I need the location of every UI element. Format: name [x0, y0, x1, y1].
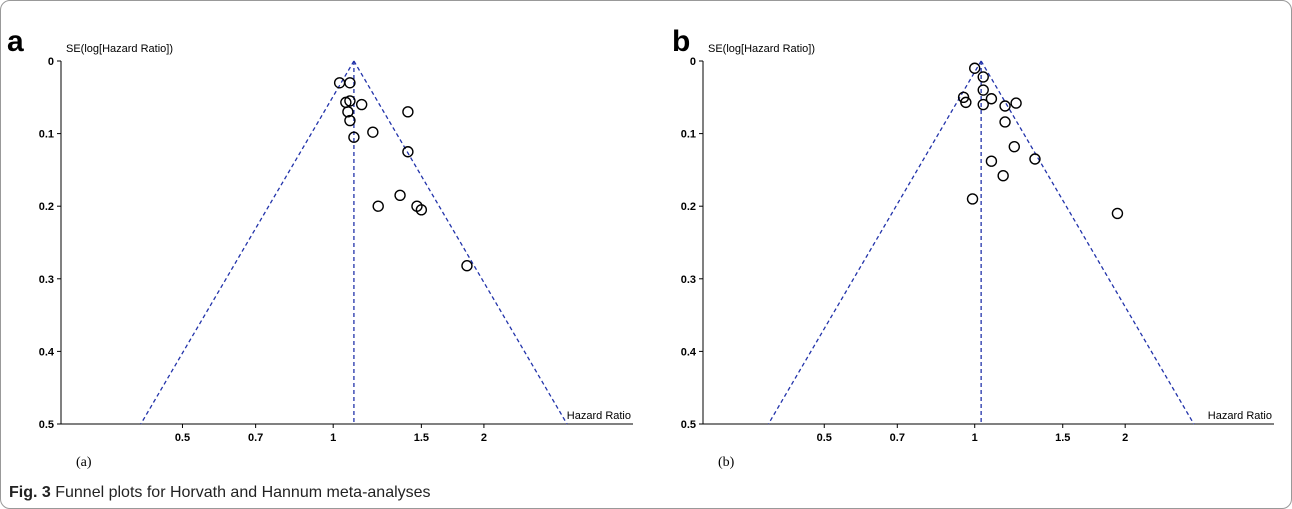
y-tick-label: 0: [690, 56, 696, 68]
panel-letter: b: [672, 25, 690, 58]
x-tick-label: 2: [1122, 432, 1128, 444]
study-point: [402, 106, 414, 118]
funnel-left-line: [767, 60, 982, 425]
study-point: [985, 155, 998, 167]
study-point: [355, 98, 368, 111]
y-tick-label: 0.2: [39, 201, 54, 213]
study-point: [1010, 97, 1022, 109]
study-point: [372, 200, 384, 212]
panel-b: b SE(log[Hazard Ratio]) Hazard Ratio 0 0.1 0.…: [672, 25, 1274, 470]
x-tick-label: 1.5: [1055, 432, 1070, 444]
study-point: [985, 93, 998, 105]
study-point: [342, 106, 354, 118]
y-tick-label: 0.1: [681, 129, 696, 141]
study-point: [999, 116, 1011, 128]
panel-a: a SE(log[Hazard Ratio]) Hazard Ratio 0 0.1 0.…: [7, 25, 633, 470]
study-point: [969, 62, 981, 74]
study-point: [1008, 140, 1020, 153]
panel-sublabel: (b): [718, 455, 735, 470]
study-point: [977, 84, 989, 96]
y-tick-label: 0.5: [681, 419, 696, 431]
x-tick-label: 1.5: [414, 432, 429, 444]
study-point: [997, 170, 1009, 182]
study-point: [999, 100, 1011, 112]
study-point: [957, 91, 970, 104]
y-tick-label: 0.4: [681, 346, 697, 358]
y-tick-label: 0.4: [39, 346, 55, 358]
y-axis-title: SE(log[Hazard Ratio]): [708, 43, 815, 55]
figure-caption: Fig. 3 Funnel plots for Horvath and Hann…: [9, 484, 431, 502]
study-point: [394, 189, 406, 202]
x-axis-title: Hazard Ratio: [567, 410, 631, 422]
x-tick-label: 1: [972, 432, 978, 444]
y-tick-label: 0: [48, 56, 54, 68]
study-point: [344, 114, 356, 127]
study-point: [960, 96, 972, 109]
panel-letter: a: [7, 25, 24, 58]
funnel-left-line: [140, 60, 355, 425]
y-tick-label: 0.1: [39, 129, 54, 141]
study-point: [344, 95, 356, 107]
y-tick-label: 0.2: [681, 201, 696, 213]
panel-sublabel: (a): [76, 455, 92, 470]
study-point: [1029, 153, 1041, 165]
study-point: [977, 98, 989, 111]
y-axis-title: SE(log[Hazard Ratio]): [66, 43, 173, 55]
y-tick-label: 0.5: [39, 419, 54, 431]
study-point: [461, 260, 473, 272]
study-point: [415, 204, 428, 216]
x-tick-label: 2: [481, 432, 487, 444]
study-point: [977, 71, 989, 83]
figure-number: Fig. 3: [9, 484, 51, 501]
x-tick-label: 0.7: [890, 432, 905, 444]
x-tick-label: 0.5: [817, 432, 832, 444]
y-tick-label: 0.3: [681, 274, 696, 286]
study-point: [1111, 207, 1124, 220]
x-tick-label: 1: [330, 432, 336, 444]
study-point: [966, 193, 979, 205]
study-point: [348, 131, 360, 143]
study-point: [402, 146, 414, 158]
y-tick-label: 0.3: [39, 274, 54, 286]
x-tick-label: 0.5: [175, 432, 190, 444]
funnel-right-line: [353, 60, 568, 425]
figure-caption-text: Funnel plots for Horvath and Hannum meta…: [55, 484, 431, 501]
x-tick-label: 0.7: [248, 432, 263, 444]
funnel-right-line: [980, 60, 1195, 425]
x-axis-title: Hazard Ratio: [1208, 410, 1272, 422]
study-point: [344, 77, 356, 89]
study-point: [367, 126, 379, 138]
